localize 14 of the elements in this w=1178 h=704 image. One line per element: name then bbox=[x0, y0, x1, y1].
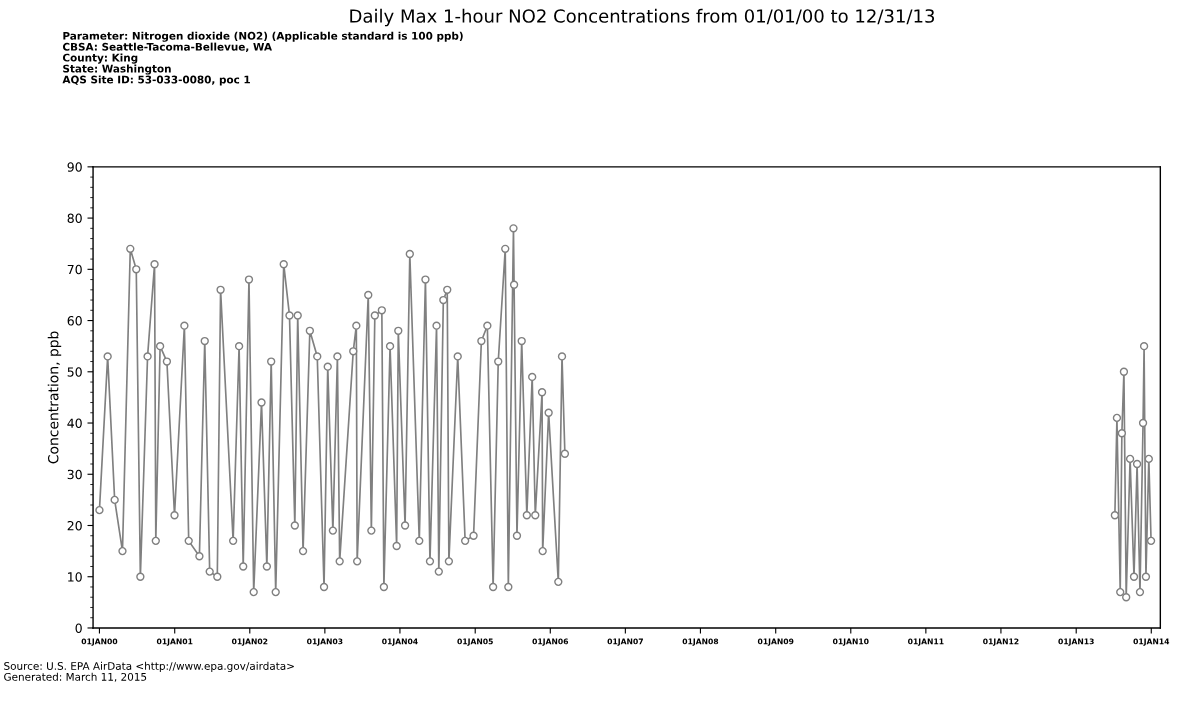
y-tick-label: 60 bbox=[67, 316, 82, 326]
y-axis-title: Concentration, ppb bbox=[47, 331, 62, 464]
y-tick-label: 50 bbox=[67, 367, 82, 377]
chart-title: Daily Max 1-hour NO2 Concentrations from 01/01/00 to 12/31/13 bbox=[350, 8, 935, 27]
source-note: Source: U.S. EPA AirData <http://www.epa.gov/airdata> Generated: March 11, 2015 bbox=[4, 661, 294, 682]
chart-subtitle: Parameter: Nitrogen dioxide (NO2) (Applicable standard is 100 ppb) CBSA: Seattle-Tacoma-Bellevue, WA County: King State: Washington AQS Site ID: 53-033-0080, poc 1 bbox=[62, 31, 463, 86]
y-tick-label: 70 bbox=[67, 264, 82, 275]
y-tick-label: 80 bbox=[67, 213, 82, 224]
y-tick-label: 10 bbox=[68, 572, 82, 582]
y-tick-label: 20 bbox=[67, 520, 82, 531]
y-tick-label: 90 bbox=[67, 162, 82, 172]
y-tick-label: 0 bbox=[75, 623, 82, 633]
y-tick-label: 30 bbox=[67, 469, 82, 480]
y-tick-label: 40 bbox=[67, 418, 82, 428]
